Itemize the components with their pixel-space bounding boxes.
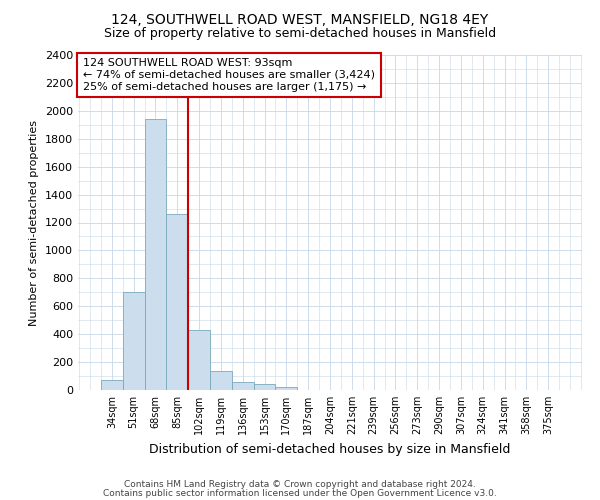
Text: Contains HM Land Registry data © Crown copyright and database right 2024.: Contains HM Land Registry data © Crown c… (124, 480, 476, 489)
Bar (188, 330, 210, 390)
Bar (232, 382, 254, 390)
Bar (145, 119, 166, 390)
Text: 124, SOUTHWELL ROAD WEST, MANSFIELD, NG18 4EY: 124, SOUTHWELL ROAD WEST, MANSFIELD, NG1… (112, 12, 488, 26)
Text: 124 SOUTHWELL ROAD WEST: 93sqm
← 74% of semi-detached houses are smaller (3,424): 124 SOUTHWELL ROAD WEST: 93sqm ← 74% of … (83, 58, 375, 92)
X-axis label: Distribution of semi-detached houses by size in Mansfield: Distribution of semi-detached houses by … (149, 442, 511, 456)
Bar (210, 371, 232, 390)
Bar (166, 214, 188, 390)
Y-axis label: Number of semi-detached properties: Number of semi-detached properties (29, 120, 40, 326)
Bar (101, 380, 123, 390)
Text: Size of property relative to semi-detached houses in Mansfield: Size of property relative to semi-detach… (104, 28, 496, 40)
Bar (123, 292, 145, 390)
Text: Contains public sector information licensed under the Open Government Licence v3: Contains public sector information licen… (103, 488, 497, 498)
Bar (275, 386, 297, 390)
Bar (254, 384, 275, 390)
